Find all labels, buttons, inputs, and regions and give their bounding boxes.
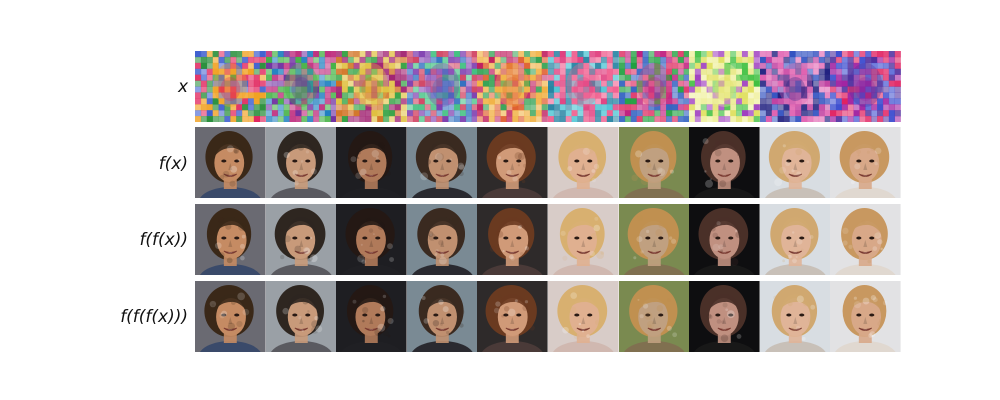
- face-image: [195, 204, 266, 275]
- fffx-image-row: [195, 281, 901, 352]
- face-image: [265, 281, 337, 352]
- noise-image: [195, 51, 266, 122]
- face-image: [618, 127, 690, 198]
- face-image: [336, 204, 407, 275]
- face-image: [759, 281, 831, 352]
- face-image: [689, 127, 760, 198]
- face-image: [406, 127, 478, 198]
- ffx-image-row: [195, 204, 901, 275]
- row-label-fx: f(x): [158, 154, 188, 174]
- row-label-x: x: [177, 77, 188, 97]
- noise-image: [406, 51, 478, 122]
- face-image: [618, 204, 690, 275]
- noise-image: [759, 51, 831, 122]
- fx-image-row: [195, 127, 901, 198]
- noise-image: [618, 51, 690, 122]
- face-image: [547, 127, 619, 198]
- face-image: [547, 204, 619, 275]
- face-image: [759, 127, 831, 198]
- face-image: [336, 127, 407, 198]
- face-image: [195, 127, 266, 198]
- noise-image: [265, 51, 337, 122]
- row-label-fffx: f(f(f(x))): [120, 307, 188, 327]
- face-image: [689, 281, 760, 352]
- face-image: [477, 204, 548, 275]
- face-image: [477, 127, 548, 198]
- face-image: [689, 204, 760, 275]
- face-image: [406, 281, 478, 352]
- face-image: [547, 281, 619, 352]
- face-image: [477, 281, 548, 352]
- face-image: [618, 281, 690, 352]
- noise-image: [689, 51, 760, 122]
- face-image: [830, 204, 901, 275]
- face-image: [265, 127, 337, 198]
- face-image: [830, 127, 901, 198]
- face-image: [830, 281, 901, 352]
- noise-image: [547, 51, 619, 122]
- face-image: [265, 204, 337, 275]
- face-image: [406, 204, 478, 275]
- row-label-ffx: f(f(x)): [139, 230, 188, 250]
- face-image: [759, 204, 831, 275]
- noise-image: [830, 51, 901, 122]
- face-image: [336, 281, 407, 352]
- noise-image: [336, 51, 407, 122]
- noise-image-row: [195, 51, 901, 122]
- noise-image: [477, 51, 548, 122]
- face-image: [195, 281, 266, 352]
